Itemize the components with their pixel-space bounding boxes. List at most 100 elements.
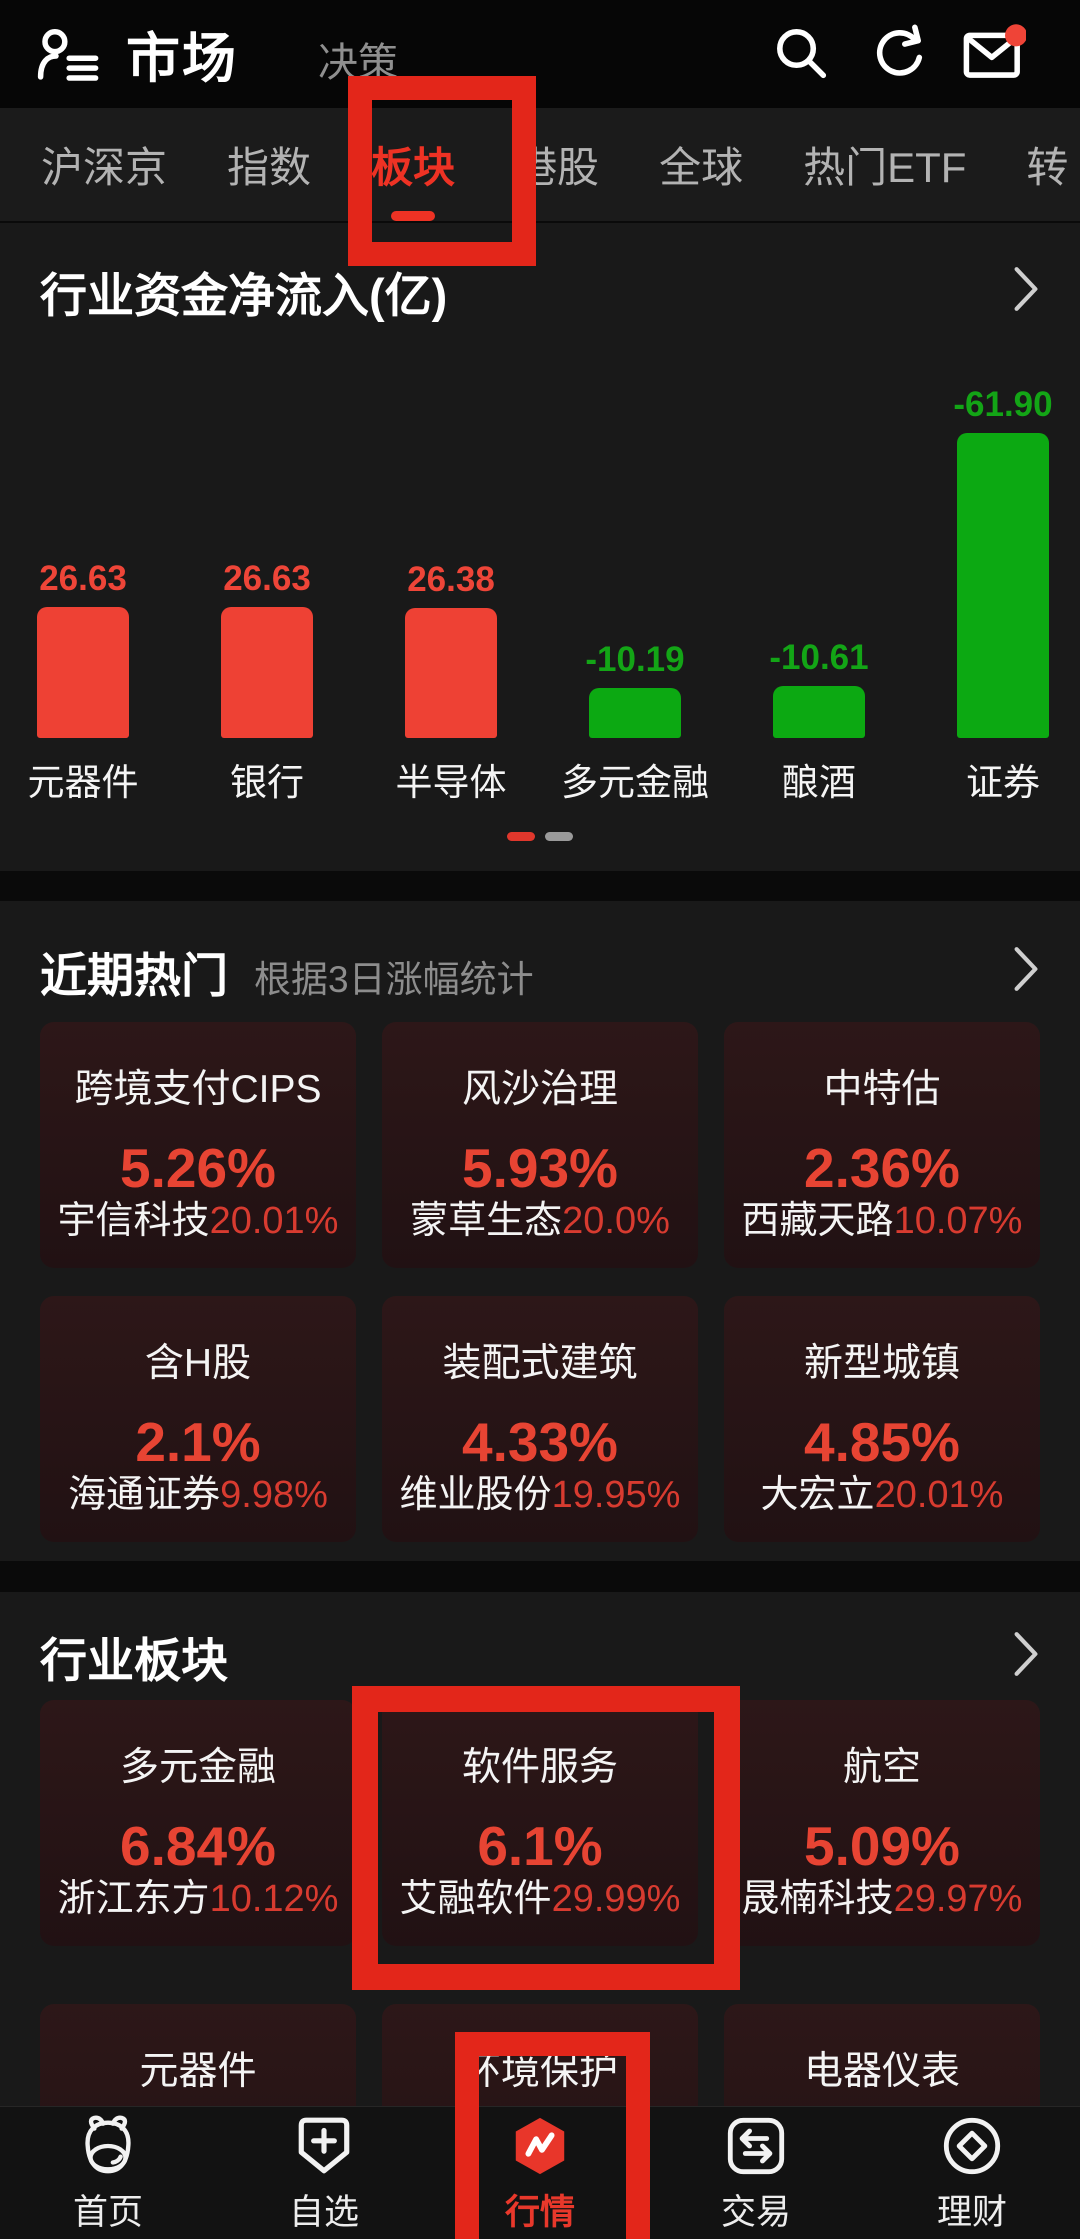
sector-card[interactable]: 多元金融 6.84% 浙江东方10.12% (40, 1700, 356, 1946)
tab-指数[interactable]: 指数 (227, 144, 312, 191)
sector-card[interactable]: 中特估 2.36% 西藏天路10.07% (724, 1022, 1040, 1268)
bar-category-label: 酿酒 (782, 762, 856, 803)
tab-转[interactable]: 转 (1026, 144, 1069, 191)
sector-name: 新型城镇 (803, 1342, 960, 1385)
bar-value-label: 26.38 (407, 560, 495, 599)
sector-pct: 5.26% (120, 1137, 276, 1199)
sector-name: 风沙治理 (461, 1068, 618, 1111)
chart-pagination (0, 832, 1080, 841)
profile-icon[interactable] (34, 26, 100, 91)
fund-flow-title: 行业资金净流入(亿) (40, 269, 448, 322)
leader-stock-name: 海通证券 (68, 1474, 221, 1516)
chevron-right-icon[interactable] (1012, 265, 1040, 318)
bar-category-label: 银行 (230, 762, 304, 803)
mail-icon[interactable] (962, 24, 1028, 87)
leader-stock-pct: 10.07% (893, 1200, 1023, 1242)
leader-stock-pct: 20.01% (209, 1200, 339, 1242)
tab-沪深京[interactable]: 沪深京 (41, 144, 168, 191)
leader-stock-name: 蒙草生态 (410, 1200, 563, 1242)
tab-juece[interactable]: 决策 (318, 41, 398, 85)
sector-pct: 4.33% (462, 1411, 618, 1473)
sector-card[interactable]: 含H股 2.1% 海通证券9.98% (40, 1296, 356, 1542)
home-bull-icon (75, 2115, 141, 2182)
hot-cards-grid: 跨境支付CIPS 5.26% 宇信科技20.01% 风沙治理 5.93% 蒙草生态20.0… (40, 1022, 1040, 1542)
bar-value-label: 26.63 (223, 559, 311, 598)
leader-stock: 大宏立20.01% (724, 1463, 1040, 1518)
industry-cards-grid: 多元金融 6.84% 浙江东方10.12% 软件服务 6.1% 艾融软件29.99% 航空 5… (40, 1700, 1040, 1946)
sector-pct: 5.93% (462, 1137, 618, 1199)
sector-card[interactable]: 航空 5.09% 晟楠科技29.97% (724, 1700, 1040, 1946)
leader-stock-name: 艾融软件 (399, 1878, 552, 1920)
fund-flow-section: 行业资金净流入(亿) 26.63 元器件 26.63 银行 26.38 半导体 -10.19… (0, 223, 1080, 871)
sector-pct: 2.1% (135, 1411, 261, 1473)
nav-item-理财[interactable]: 理财 (864, 2107, 1080, 2239)
sector-card-partial[interactable]: 元器件 (40, 2004, 356, 2106)
leader-stock: 艾融软件29.99% (382, 1867, 698, 1922)
market-tab-bar: 沪深京 指数 板块 港股 全球 热门ETF 转 (0, 108, 1080, 223)
sector-card[interactable]: 新型城镇 4.85% 大宏立20.01% (724, 1296, 1040, 1542)
nav-item-交易[interactable]: 交易 (648, 2107, 864, 2239)
refresh-icon[interactable] (868, 24, 926, 87)
sector-pct: 6.1% (477, 1815, 603, 1877)
tab-港股[interactable]: 港股 (515, 144, 600, 191)
sector-pct: 4.85% (804, 1411, 960, 1473)
nav-label: 首页 (72, 2193, 143, 2232)
sector-name: 中特估 (823, 1068, 941, 1111)
nav-item-行情[interactable]: 行情 (432, 2107, 648, 2239)
leader-stock-name: 大宏立 (760, 1474, 875, 1516)
sector-card[interactable]: 风沙治理 5.93% 蒙草生态20.0% (382, 1022, 698, 1268)
wealth-icon (942, 2115, 1002, 2182)
chevron-right-icon[interactable] (1012, 945, 1040, 998)
chevron-right-icon[interactable] (1012, 1630, 1040, 1683)
hot-section: 近期热门 根据3日涨幅统计 跨境支付CIPS 5.26% 宇信科技20.01% 风沙治理… (0, 901, 1080, 1561)
sector-pct: 5.09% (804, 1815, 960, 1877)
tab-热门ETF[interactable]: 热门ETF (803, 144, 967, 191)
sector-name: 环境保护 (461, 2050, 618, 2093)
nav-label: 理财 (936, 2193, 1007, 2232)
leader-stock-pct: 29.97% (893, 1878, 1023, 1920)
sector-card-partial[interactable]: 电器仪表 (724, 2004, 1040, 2106)
bar-半导体 (405, 608, 497, 738)
industry-section: 行业板块 多元金融 6.84% 浙江东方10.12% 软件服务 6.1% 艾融软件29.9… (0, 1592, 1080, 2106)
sector-name: 软件服务 (461, 1746, 618, 1789)
industry-section-title: 行业板块 (40, 1634, 228, 1687)
sector-pct: 2.36% (804, 1137, 960, 1199)
sector-card[interactable]: 软件服务 6.1% 艾融软件29.99% (382, 1700, 698, 1946)
leader-stock-pct: 19.95% (551, 1474, 681, 1516)
sector-card[interactable]: 跨境支付CIPS 5.26% 宇信科技20.01% (40, 1022, 356, 1268)
nav-item-首页[interactable]: 首页 (0, 2107, 216, 2239)
page-title[interactable]: 市场 (126, 29, 238, 89)
sector-card[interactable]: 装配式建筑 4.33% 维业股份19.95% (382, 1296, 698, 1542)
watchlist-add-icon (294, 2115, 354, 2182)
bar-value-label: -61.90 (953, 385, 1053, 424)
nav-item-自选[interactable]: 自选 (216, 2107, 432, 2239)
sector-name: 电器仪表 (803, 2050, 960, 2093)
tab-板块[interactable]: 板块 (371, 134, 455, 221)
leader-stock: 宇信科技20.01% (40, 1189, 356, 1244)
sector-card-partial[interactable]: 环境保护 (382, 2004, 698, 2106)
active-tab-underline (391, 211, 436, 221)
bar-value-label: 26.63 (39, 559, 127, 598)
tab-全球[interactable]: 全球 (659, 144, 744, 191)
leader-stock-name: 浙江东方 (57, 1878, 210, 1920)
mail-badge (1005, 24, 1028, 47)
sector-name: 装配式建筑 (442, 1342, 638, 1385)
bar-多元金融 (589, 688, 681, 738)
pagination-dot-2[interactable] (545, 832, 573, 841)
pagination-dot-1[interactable] (507, 832, 535, 841)
bar-category-label: 多元金融 (561, 762, 709, 803)
trade-icon (726, 2115, 786, 2182)
nav-label: 行情 (504, 2193, 575, 2232)
leader-stock: 浙江东方10.12% (40, 1867, 356, 1922)
sector-name: 跨境支付CIPS (74, 1068, 322, 1111)
leader-stock-pct: 20.01% (874, 1474, 1004, 1516)
nav-label: 自选 (288, 2193, 359, 2232)
fund-flow-bar-chart: 26.63 元器件 26.63 银行 26.38 半导体 -10.19 多元金融 -10.61 酿… (0, 223, 1080, 871)
bar-value-label: -10.61 (769, 638, 869, 677)
industry-cards-grid-row2: 元器件 环境保护 电器仪表 (40, 2004, 1040, 2106)
app-bar: 市场 决策 (0, 0, 1080, 108)
hot-section-subtitle: 根据3日涨幅统计 (254, 959, 534, 1000)
search-icon[interactable] (772, 24, 830, 87)
bar-value-label: -10.19 (585, 640, 685, 679)
leader-stock: 蒙草生态20.0% (382, 1189, 698, 1244)
